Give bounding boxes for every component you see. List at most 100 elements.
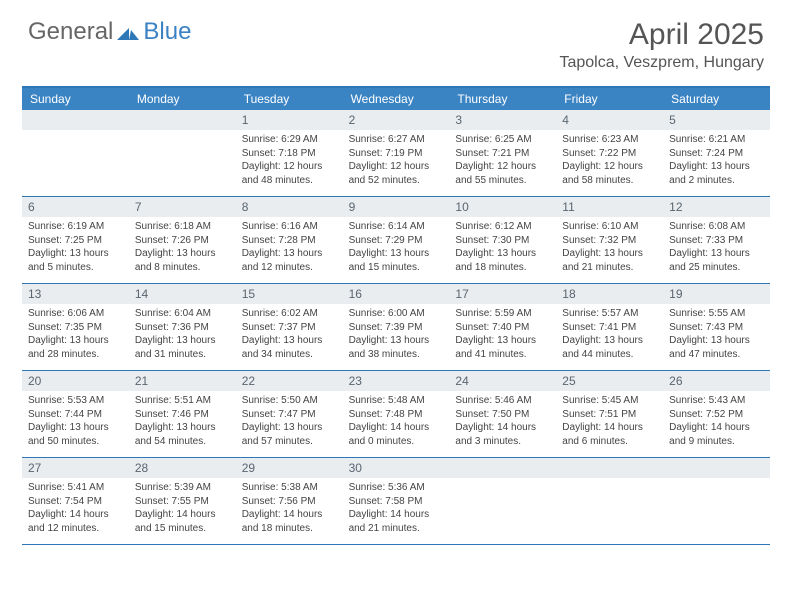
day-cell: 30Sunrise: 5:36 AMSunset: 7:58 PMDayligh… — [343, 458, 450, 544]
daylight-text: Daylight: 14 hours and 18 minutes. — [242, 508, 337, 535]
dow-header-cell: Saturday — [663, 88, 770, 110]
day-cell: 20Sunrise: 5:53 AMSunset: 7:44 PMDayligh… — [22, 371, 129, 457]
sunrise-text: Sunrise: 6:27 AM — [349, 133, 444, 147]
daylight-text: Daylight: 14 hours and 21 minutes. — [349, 508, 444, 535]
daylight-text: Daylight: 13 hours and 41 minutes. — [455, 334, 550, 361]
day-cell: 24Sunrise: 5:46 AMSunset: 7:50 PMDayligh… — [449, 371, 556, 457]
sunset-text: Sunset: 7:37 PM — [242, 321, 337, 335]
sunrise-text: Sunrise: 5:50 AM — [242, 394, 337, 408]
daylight-text: Daylight: 12 hours and 58 minutes. — [562, 160, 657, 187]
sunset-text: Sunset: 7:35 PM — [28, 321, 123, 335]
daylight-text: Daylight: 13 hours and 2 minutes. — [669, 160, 764, 187]
sunset-text: Sunset: 7:46 PM — [135, 408, 230, 422]
sunset-text: Sunset: 7:29 PM — [349, 234, 444, 248]
sunrise-text: Sunrise: 5:45 AM — [562, 394, 657, 408]
week-row: 6Sunrise: 6:19 AMSunset: 7:25 PMDaylight… — [22, 197, 770, 284]
daylight-text: Daylight: 13 hours and 31 minutes. — [135, 334, 230, 361]
sunrise-text: Sunrise: 5:41 AM — [28, 481, 123, 495]
sunrise-text: Sunrise: 6:04 AM — [135, 307, 230, 321]
day-number: 26 — [663, 371, 770, 391]
day-number: 14 — [129, 284, 236, 304]
page-title: April 2025 — [559, 18, 764, 52]
day-cell: 7 Sunrise: 6:18 AMSunset: 7:26 PMDaylight… — [129, 197, 236, 283]
sunrise-text: Sunrise: 5:55 AM — [669, 307, 764, 321]
day-number: 27 — [22, 458, 129, 478]
daylight-text: Daylight: 13 hours and 15 minutes. — [349, 247, 444, 274]
daylight-text: Daylight: 13 hours and 50 minutes. — [28, 421, 123, 448]
sunrise-text: Sunrise: 6:16 AM — [242, 220, 337, 234]
sunrise-text: Sunrise: 5:36 AM — [349, 481, 444, 495]
sunrise-text: Sunrise: 5:59 AM — [455, 307, 550, 321]
day-cell — [129, 110, 236, 196]
sunrise-text: Sunrise: 6:18 AM — [135, 220, 230, 234]
day-number — [129, 110, 236, 130]
sunrise-text: Sunrise: 6:08 AM — [669, 220, 764, 234]
day-number: 13 — [22, 284, 129, 304]
sunset-text: Sunset: 7:58 PM — [349, 495, 444, 509]
day-number: 7 — [129, 197, 236, 217]
daylight-text: Daylight: 13 hours and 44 minutes. — [562, 334, 657, 361]
sunset-text: Sunset: 7:51 PM — [562, 408, 657, 422]
dow-header-cell: Sunday — [22, 88, 129, 110]
sunrise-text: Sunrise: 5:57 AM — [562, 307, 657, 321]
day-number: 2 — [343, 110, 450, 130]
day-cell: 23Sunrise: 5:48 AMSunset: 7:48 PMDayligh… — [343, 371, 450, 457]
sunrise-text: Sunrise: 6:23 AM — [562, 133, 657, 147]
sunset-text: Sunset: 7:50 PM — [455, 408, 550, 422]
day-cell: 14 Sunrise: 6:04 AMSunset: 7:36 PMDayligh… — [129, 284, 236, 370]
daylight-text: Daylight: 14 hours and 0 minutes. — [349, 421, 444, 448]
sunrise-text: Sunrise: 6:12 AM — [455, 220, 550, 234]
sunrise-text: Sunrise: 6:14 AM — [349, 220, 444, 234]
sunset-text: Sunset: 7:55 PM — [135, 495, 230, 509]
daylight-text: Daylight: 14 hours and 3 minutes. — [455, 421, 550, 448]
day-cell: 6Sunrise: 6:19 AMSunset: 7:25 PMDaylight… — [22, 197, 129, 283]
daylight-text: Daylight: 14 hours and 9 minutes. — [669, 421, 764, 448]
day-number: 3 — [449, 110, 556, 130]
day-cell: 21Sunrise: 5:51 AMSunset: 7:46 PMDayligh… — [129, 371, 236, 457]
sunset-text: Sunset: 7:52 PM — [669, 408, 764, 422]
daylight-text: Daylight: 13 hours and 18 minutes. — [455, 247, 550, 274]
sunrise-text: Sunrise: 6:25 AM — [455, 133, 550, 147]
day-number: 28 — [129, 458, 236, 478]
dow-header-cell: Monday — [129, 88, 236, 110]
sunset-text: Sunset: 7:26 PM — [135, 234, 230, 248]
day-number: 12 — [663, 197, 770, 217]
day-cell: 25Sunrise: 5:45 AMSunset: 7:51 PMDayligh… — [556, 371, 663, 457]
weeks-container: 1Sunrise: 6:29 AMSunset: 7:18 PMDaylight… — [22, 110, 770, 545]
day-number: 18 — [556, 284, 663, 304]
day-number: 21 — [129, 371, 236, 391]
day-cell: 26Sunrise: 5:43 AMSunset: 7:52 PMDayligh… — [663, 371, 770, 457]
daylight-text: Daylight: 13 hours and 54 minutes. — [135, 421, 230, 448]
day-number — [449, 458, 556, 478]
daylight-text: Daylight: 13 hours and 47 minutes. — [669, 334, 764, 361]
daylight-text: Daylight: 12 hours and 55 minutes. — [455, 160, 550, 187]
week-row: 1Sunrise: 6:29 AMSunset: 7:18 PMDaylight… — [22, 110, 770, 197]
daylight-text: Daylight: 13 hours and 8 minutes. — [135, 247, 230, 274]
sunrise-text: Sunrise: 6:10 AM — [562, 220, 657, 234]
sunset-text: Sunset: 7:28 PM — [242, 234, 337, 248]
day-cell: 1Sunrise: 6:29 AMSunset: 7:18 PMDaylight… — [236, 110, 343, 196]
sunset-text: Sunset: 7:30 PM — [455, 234, 550, 248]
day-cell: 10Sunrise: 6:12 AMSunset: 7:30 PMDayligh… — [449, 197, 556, 283]
sunset-text: Sunset: 7:47 PM — [242, 408, 337, 422]
daylight-text: Daylight: 13 hours and 34 minutes. — [242, 334, 337, 361]
day-cell: 9Sunrise: 6:14 AMSunset: 7:29 PMDaylight… — [343, 197, 450, 283]
sunrise-text: Sunrise: 5:53 AM — [28, 394, 123, 408]
daylight-text: Daylight: 13 hours and 57 minutes. — [242, 421, 337, 448]
arrow-icon — [117, 24, 139, 40]
day-cell: 12Sunrise: 6:08 AMSunset: 7:33 PMDayligh… — [663, 197, 770, 283]
daylight-text: Daylight: 14 hours and 15 minutes. — [135, 508, 230, 535]
day-cell: 8Sunrise: 6:16 AMSunset: 7:28 PMDaylight… — [236, 197, 343, 283]
sunset-text: Sunset: 7:22 PM — [562, 147, 657, 161]
day-cell — [449, 458, 556, 544]
sunset-text: Sunset: 7:18 PM — [242, 147, 337, 161]
sunset-text: Sunset: 7:19 PM — [349, 147, 444, 161]
sunrise-text: Sunrise: 6:02 AM — [242, 307, 337, 321]
sunset-text: Sunset: 7:36 PM — [135, 321, 230, 335]
page-header: General Blue April 2025 Tapolca, Veszpre… — [0, 0, 792, 80]
day-number: 1 — [236, 110, 343, 130]
day-number: 16 — [343, 284, 450, 304]
day-cell: 13Sunrise: 6:06 AMSunset: 7:35 PMDayligh… — [22, 284, 129, 370]
day-number: 22 — [236, 371, 343, 391]
sunset-text: Sunset: 7:32 PM — [562, 234, 657, 248]
